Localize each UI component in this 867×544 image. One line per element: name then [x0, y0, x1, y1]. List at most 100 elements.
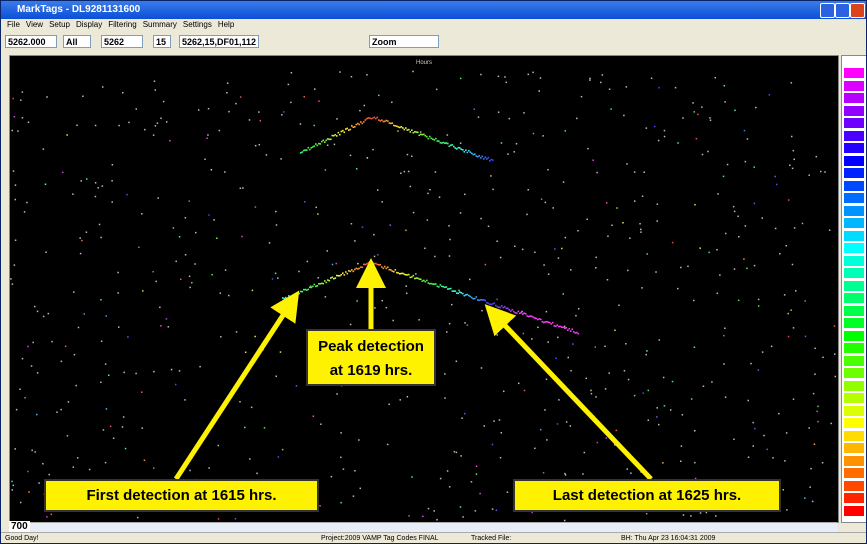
menu-item[interactable]: View	[25, 20, 44, 29]
menu-item[interactable]: Setup	[49, 20, 70, 29]
noise-dot	[36, 372, 39, 374]
noise-dot	[543, 264, 545, 266]
minimize-button[interactable]	[820, 3, 835, 18]
detection-dot	[351, 125, 353, 127]
detection-dot	[412, 274, 415, 277]
scale-swatch	[844, 105, 864, 116]
detection-dot	[441, 285, 443, 288]
noise-dot	[28, 491, 30, 493]
horizontal-scrollbar[interactable]	[9, 522, 837, 532]
noise-dot	[558, 399, 560, 401]
menu-item[interactable]: Settings	[182, 20, 212, 29]
detection-dot	[322, 139, 325, 142]
noise-dot	[399, 399, 401, 401]
noise-dot	[178, 236, 181, 238]
detection-dot	[570, 330, 572, 332]
detection-dot	[453, 145, 455, 148]
noise-dot	[433, 510, 435, 512]
noise-dot	[56, 411, 58, 413]
detection-dot	[523, 312, 526, 314]
detection-dot	[538, 318, 541, 320]
detection-dot	[442, 141, 445, 144]
detection-dot	[541, 320, 544, 323]
noise-dot	[220, 336, 222, 338]
noise-dot	[154, 125, 157, 127]
noise-dot	[508, 117, 511, 120]
detection-dot	[559, 325, 562, 328]
detection-dot	[387, 120, 389, 122]
noise-dot	[180, 278, 182, 281]
detection-dot	[331, 276, 334, 279]
plot: Hours	[10, 60, 837, 522]
noise-dot	[766, 448, 768, 451]
menu-item[interactable]: Help	[217, 20, 235, 29]
noise-dot	[630, 472, 632, 474]
noise-dot	[235, 102, 237, 105]
noise-dot	[595, 396, 597, 398]
close-button[interactable]	[850, 3, 865, 18]
menu-item[interactable]: Summary	[142, 20, 177, 29]
noise-dot	[690, 515, 692, 517]
toolbar-field[interactable]: 5262,15,DF01,112	[179, 35, 259, 48]
menu-item[interactable]: Display	[76, 20, 103, 29]
noise-dot	[690, 398, 693, 400]
noise-dot	[455, 360, 458, 362]
noise-dot	[77, 326, 80, 329]
detection-dot	[345, 271, 347, 273]
detection-dot	[531, 315, 533, 318]
noise-dot	[490, 175, 492, 177]
detection-dot	[354, 268, 356, 271]
toolbar-field[interactable]: 15	[153, 35, 171, 48]
noise-dot	[104, 363, 107, 365]
noise-dot	[792, 149, 795, 152]
detection-dot	[562, 326, 565, 329]
noise-dot	[623, 369, 626, 372]
noise-dot	[625, 86, 628, 88]
noise-dot	[615, 429, 618, 432]
toolbar-field[interactable]: 5262.000	[5, 35, 57, 48]
detection-dot	[556, 324, 559, 326]
noise-dot	[72, 466, 75, 468]
noise-dot	[317, 213, 319, 215]
noise-dot	[544, 201, 547, 204]
noise-dot	[298, 270, 300, 273]
noise-dot	[408, 515, 410, 517]
detection-dot	[475, 155, 478, 157]
noise-dot	[336, 393, 338, 395]
noise-dot	[774, 175, 776, 178]
toolbar-field[interactable]: All	[63, 35, 91, 48]
detection-dot	[565, 327, 568, 329]
detection-dot	[520, 311, 523, 314]
maximize-button[interactable]	[835, 3, 850, 18]
noise-dot	[761, 351, 764, 353]
detection-dot	[432, 138, 434, 140]
noise-dot	[589, 77, 591, 80]
noise-dot	[101, 185, 104, 187]
menu-item[interactable]: File	[7, 20, 20, 29]
detection-dot	[306, 289, 308, 291]
noise-dot	[492, 188, 494, 191]
zoom-select[interactable]: Zoom	[369, 35, 439, 48]
menu-item[interactable]: Filtering	[108, 20, 137, 29]
noise-dot	[585, 377, 587, 380]
noise-dot	[497, 111, 500, 113]
scale-swatch	[844, 343, 864, 353]
noise-dot	[258, 111, 260, 113]
detection-dot	[336, 274, 338, 277]
noise-dot	[605, 202, 608, 204]
noise-dot	[785, 245, 787, 247]
detection-dot	[409, 131, 412, 133]
noise-dot	[256, 472, 258, 475]
detection-dot	[463, 150, 466, 153]
noise-dot	[549, 372, 551, 375]
detection-dot	[376, 116, 379, 119]
noise-dot	[138, 246, 140, 249]
detection-dot	[393, 124, 395, 127]
toolbar-field[interactable]: 5262	[101, 35, 143, 48]
detection-dot	[324, 141, 326, 143]
noise-dot	[295, 385, 298, 387]
scale-swatch	[844, 130, 864, 141]
noise-dot	[17, 130, 19, 132]
noise-dot	[747, 456, 750, 458]
